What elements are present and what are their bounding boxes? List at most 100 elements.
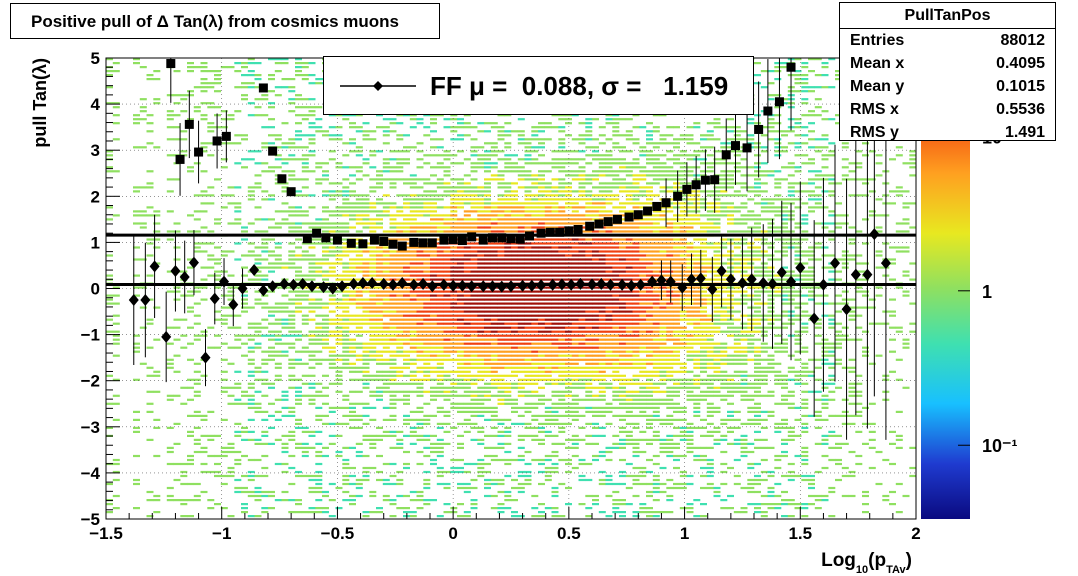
heatmap-cell <box>355 230 363 233</box>
heatmap-cell <box>193 494 201 498</box>
heatmap-cell <box>153 426 161 429</box>
heatmap-cell <box>193 194 201 197</box>
heatmap-cell <box>328 182 336 185</box>
heatmap-cell <box>268 306 275 309</box>
heatmap-cell <box>382 434 390 437</box>
heatmap-cell <box>322 318 329 321</box>
heatmap-cell <box>268 346 275 349</box>
heatmap-cell <box>436 470 444 474</box>
heatmap-cell <box>376 294 383 297</box>
heatmap-cell <box>166 426 174 429</box>
heatmap-cell <box>490 406 498 409</box>
heatmap-cell <box>632 246 640 249</box>
heatmap-cell <box>619 382 626 385</box>
heatmap-cell <box>200 242 208 245</box>
heatmap-cell <box>639 334 647 337</box>
heatmap-cell <box>504 362 512 365</box>
heatmap-cell <box>423 350 431 353</box>
heatmap-cell <box>241 226 248 229</box>
heatmap-cell <box>450 178 458 181</box>
heatmap-cell <box>605 446 613 449</box>
heatmap-cell <box>524 142 532 145</box>
heatmap-cell <box>652 130 660 133</box>
heatmap-cell <box>376 378 383 381</box>
heatmap-cell <box>403 366 410 369</box>
heatmap-cell <box>403 382 410 385</box>
heatmap-cell <box>652 406 660 409</box>
heatmap-cell <box>376 318 383 321</box>
heatmap-cell <box>470 170 478 173</box>
heatmap-cell <box>342 446 350 449</box>
heatmap-cell <box>106 206 113 209</box>
heatmap-cell <box>571 358 579 361</box>
heatmap-cell <box>517 406 525 409</box>
heatmap-cell <box>463 298 471 301</box>
heatmap-cell <box>315 126 323 129</box>
heatmap-cell <box>396 278 404 281</box>
heatmap-cell <box>436 454 444 458</box>
heatmap-cell <box>625 362 633 365</box>
heatmap-cell <box>625 314 633 317</box>
heatmap-cell <box>328 194 336 197</box>
heatmap-cell <box>389 334 397 337</box>
heatmap-cell <box>295 274 302 277</box>
heatmap-cell <box>146 186 154 189</box>
heatmap-cell <box>477 298 485 301</box>
heatmap-cell <box>443 262 451 265</box>
heatmap-cell <box>531 274 539 277</box>
heatmap-cell <box>342 422 350 425</box>
heatmap-cell <box>416 386 424 389</box>
heatmap-cell <box>106 330 113 333</box>
heatmap-cell <box>362 138 370 141</box>
heatmap-cell <box>598 334 606 337</box>
heatmap-cell <box>268 350 275 353</box>
heatmap-cell <box>551 314 559 317</box>
heatmap-cell <box>369 202 377 205</box>
heatmap-cell <box>646 162 653 165</box>
heatmap-cell <box>619 442 626 445</box>
heatmap-cell <box>403 314 410 317</box>
heatmap-cell <box>139 186 147 189</box>
heatmap-cell <box>484 462 491 466</box>
heatmap-cell <box>632 474 640 478</box>
heatmap-cell <box>308 194 316 197</box>
heatmap-cell <box>436 334 444 337</box>
heatmap-cell <box>241 82 248 85</box>
heatmap-cell <box>403 218 410 221</box>
heatmap-cell <box>146 390 154 393</box>
heatmap-cell <box>517 186 525 189</box>
heatmap-cell <box>632 378 640 381</box>
heatmap-cell <box>200 470 208 474</box>
heatmap-cell <box>497 114 505 117</box>
heatmap-cell <box>247 470 255 474</box>
heatmap-cell <box>436 378 444 381</box>
heatmap-cell <box>173 478 181 482</box>
heatmap-cell <box>241 486 248 490</box>
heatmap-cell <box>166 494 174 498</box>
heatmap-cell <box>484 486 491 490</box>
heatmap-cell <box>511 210 518 213</box>
heatmap-cell <box>538 278 545 281</box>
heatmap-cell <box>497 138 505 141</box>
heatmap-cell <box>598 478 606 482</box>
heatmap-cell <box>376 174 383 177</box>
heatmap-cell <box>396 390 404 393</box>
heatmap-cell <box>538 210 545 213</box>
heatmap-cell <box>551 394 559 397</box>
heatmap-cell <box>571 378 579 381</box>
heatmap-cell <box>625 190 633 193</box>
heatmap-cell <box>511 170 518 173</box>
heatmap-cell <box>362 374 370 377</box>
heatmap-cell <box>355 254 363 257</box>
heatmap-cell <box>578 346 586 349</box>
heatmap-cell <box>632 306 640 309</box>
heatmap-cell <box>625 382 633 385</box>
heatmap-cell <box>355 218 363 221</box>
heatmap-cell <box>612 330 620 333</box>
heatmap-cell <box>369 302 377 305</box>
heatmap-cell <box>436 146 444 149</box>
heatmap-cell <box>389 499 397 502</box>
heatmap-cell <box>389 230 397 233</box>
heatmap-cell <box>187 306 194 309</box>
heatmap-cell <box>369 442 377 445</box>
